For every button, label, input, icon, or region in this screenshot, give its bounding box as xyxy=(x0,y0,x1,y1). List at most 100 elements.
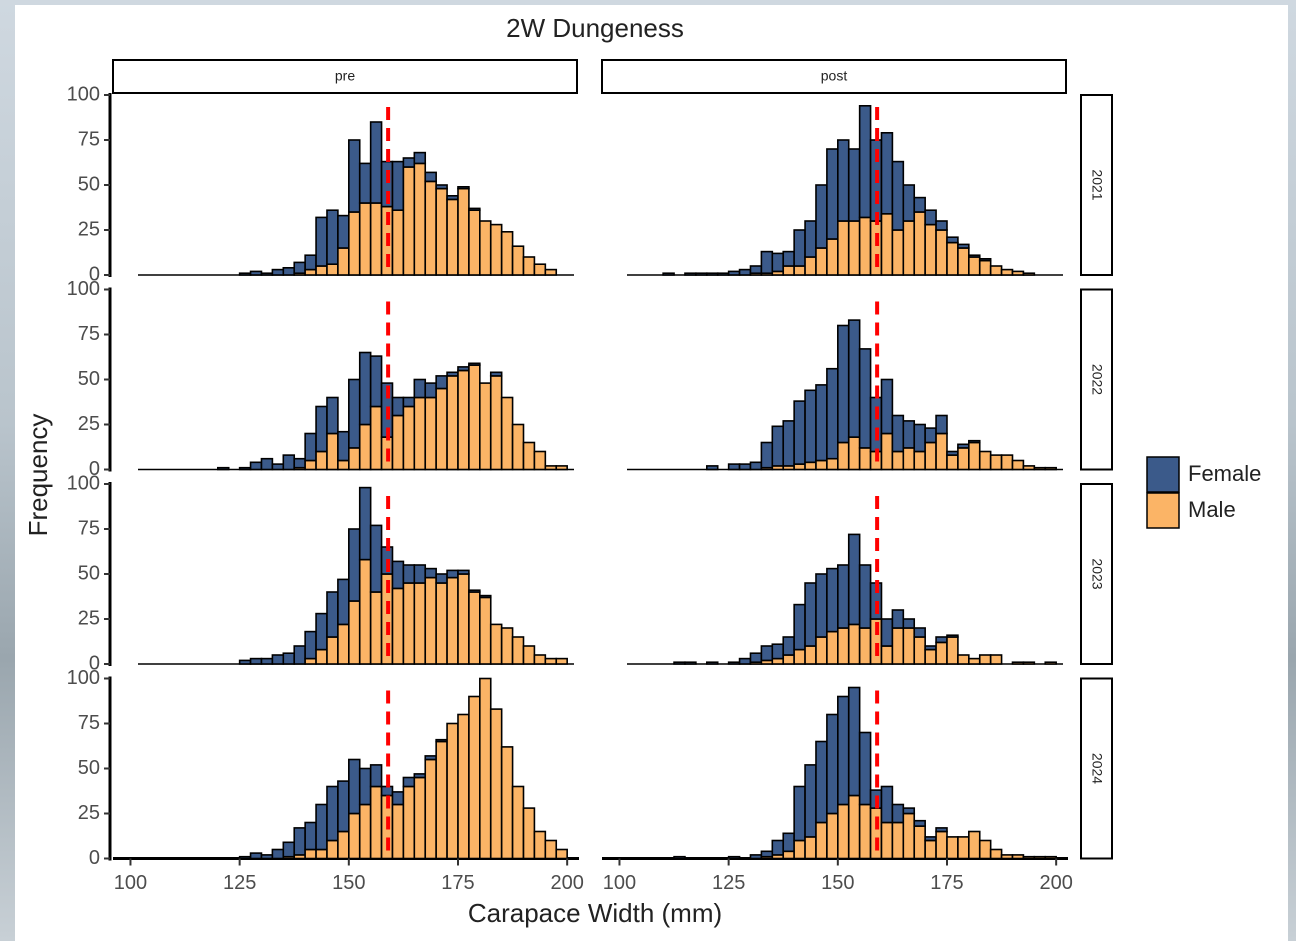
bar-male xyxy=(446,576,459,665)
bar-female xyxy=(424,755,437,761)
bar-male xyxy=(935,641,948,665)
bar-male xyxy=(1033,855,1047,860)
strip-label: pre xyxy=(335,68,355,84)
bar-male xyxy=(924,223,937,276)
bar-female xyxy=(760,441,774,469)
bar-female xyxy=(880,132,894,215)
bar-male xyxy=(891,821,905,860)
bar-male xyxy=(847,794,861,860)
bar-female xyxy=(468,362,481,366)
bar-female xyxy=(413,773,427,779)
bar-female xyxy=(727,270,741,276)
bar-male xyxy=(489,375,503,471)
bar-female xyxy=(706,465,719,471)
bar-female xyxy=(782,420,795,467)
bar-male xyxy=(793,648,806,665)
chart-title: 2W Dungeness xyxy=(506,13,684,43)
bar-male xyxy=(348,812,361,860)
x-tick-label: 150 xyxy=(821,872,854,894)
bar-female xyxy=(238,659,252,665)
bar-male xyxy=(369,591,383,665)
legend-swatch xyxy=(1146,492,1180,529)
bar-female xyxy=(249,657,263,665)
bar-female xyxy=(282,652,296,665)
bar-male xyxy=(479,382,492,471)
strip-label: 2021 xyxy=(1089,169,1105,200)
bar-male xyxy=(1011,270,1025,276)
bar-male xyxy=(957,447,970,471)
bar-female xyxy=(782,832,795,853)
x-tick-label: 200 xyxy=(1039,872,1072,894)
bar-female xyxy=(217,466,230,471)
bar-female xyxy=(804,764,817,838)
strip-label: 2022 xyxy=(1089,364,1105,395)
bar-female xyxy=(249,461,263,471)
bar-male xyxy=(391,414,405,471)
bar-male xyxy=(522,256,536,276)
bar-female xyxy=(315,216,328,267)
bar-female xyxy=(826,713,839,815)
bar-female xyxy=(684,661,697,665)
bar-male xyxy=(826,238,839,276)
bar-female xyxy=(446,371,459,377)
bar-male xyxy=(880,432,894,471)
bar-female xyxy=(673,855,686,860)
bar-female xyxy=(727,661,741,665)
bar-male xyxy=(837,627,850,665)
x-tick-label: 100 xyxy=(603,872,636,894)
bar-female xyxy=(293,827,306,856)
bar-male xyxy=(815,821,828,860)
bar-female xyxy=(804,220,817,258)
bar-female xyxy=(902,618,916,629)
bar-female xyxy=(260,272,274,276)
bar-female xyxy=(293,457,306,469)
bar-male xyxy=(391,587,405,665)
y-tick-label: 50 xyxy=(78,368,100,390)
bar-male xyxy=(304,268,317,276)
bar-male xyxy=(989,265,1003,276)
bar-male xyxy=(858,216,872,276)
bar-female xyxy=(662,272,675,276)
bar-male xyxy=(457,369,470,471)
bar-male xyxy=(326,432,339,471)
bar-male xyxy=(468,209,481,276)
bar-female xyxy=(337,780,350,833)
bar-male xyxy=(968,657,981,665)
bar-female xyxy=(271,268,285,276)
bar-female xyxy=(695,272,708,276)
bar-female xyxy=(782,636,795,656)
bar-female xyxy=(435,184,448,190)
bar-male xyxy=(978,839,992,860)
bar-female xyxy=(369,355,383,408)
x-tick-label: 175 xyxy=(441,872,474,894)
legend-label: Female xyxy=(1188,461,1261,486)
bar-male xyxy=(1011,661,1025,665)
bar-female xyxy=(847,533,861,626)
bar-male xyxy=(446,375,459,471)
bar-male xyxy=(847,436,861,471)
bar-male xyxy=(337,459,350,471)
bar-female xyxy=(847,319,861,438)
bar-male xyxy=(533,830,547,860)
bar-male xyxy=(815,636,828,665)
y-tick-label: 75 xyxy=(78,517,100,539)
x-tick-label: 125 xyxy=(223,872,256,894)
bar-female xyxy=(457,366,470,372)
bar-male xyxy=(315,450,328,471)
y-tick-label: 25 xyxy=(78,802,100,824)
bar-female xyxy=(673,661,686,665)
bar-male xyxy=(533,263,547,276)
bar-female xyxy=(326,396,339,435)
strip-box xyxy=(1080,677,1113,860)
bar-male xyxy=(326,263,339,276)
bar-female xyxy=(902,184,916,222)
bar-female xyxy=(749,461,763,471)
bar-female xyxy=(271,848,285,860)
bar-female xyxy=(315,803,328,851)
bar-male xyxy=(337,247,350,276)
bar-male xyxy=(533,450,547,471)
bar-female xyxy=(924,836,937,842)
bar-male xyxy=(500,746,514,860)
bar-female xyxy=(446,195,459,201)
